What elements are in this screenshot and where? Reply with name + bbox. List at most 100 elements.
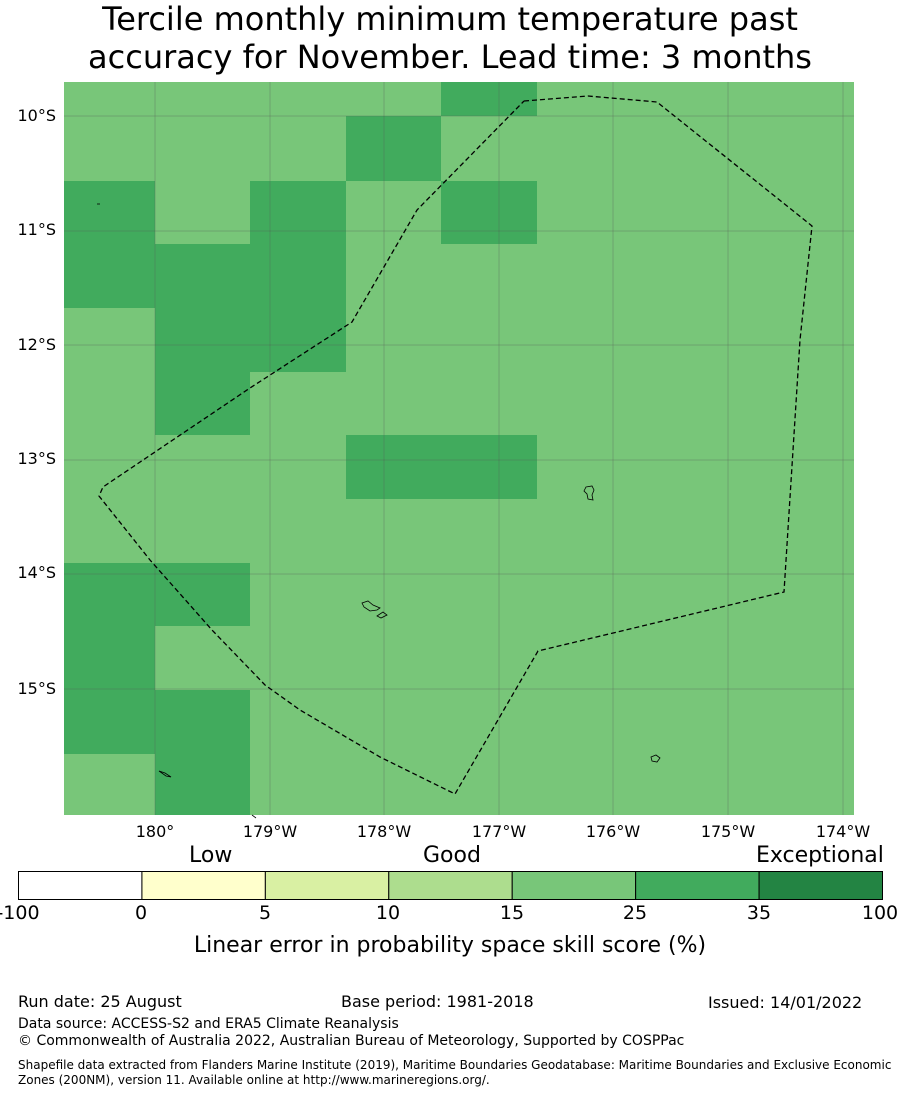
colorbar-segment [511, 871, 637, 900]
map-gridlines [64, 82, 854, 815]
score-cell [346, 181, 441, 244]
score-cell [537, 690, 632, 754]
score-cell [823, 308, 854, 372]
score-cell [346, 308, 441, 372]
score-cell [537, 308, 632, 372]
map-title-line2: accuracy for November. Lead time: 3 mont… [88, 38, 812, 76]
score-cell [155, 244, 250, 308]
score-cell [346, 244, 441, 308]
eez-boundary [98, 95, 813, 795]
score-cell [632, 181, 728, 244]
colorbar-tick-label: 100 [861, 902, 899, 924]
score-cell [250, 181, 346, 244]
score-cell [155, 82, 250, 116]
score-cell [632, 754, 728, 815]
score-cell [155, 499, 250, 563]
score-cell [441, 626, 537, 690]
lat-tick-label: 15°S [17, 679, 56, 698]
score-cell [155, 181, 250, 244]
score-cell [250, 244, 346, 308]
score-cell [632, 308, 728, 372]
colorbar-tick-label: -100 [0, 902, 40, 924]
score-cell [346, 690, 441, 754]
score-cell [632, 499, 728, 563]
score-cell [155, 435, 250, 499]
score-cell [537, 499, 632, 563]
skill-score-map [64, 82, 854, 819]
lat-tick-label: 10°S [17, 106, 56, 125]
lat-tick-label: 11°S [17, 220, 56, 239]
score-cell [250, 499, 346, 563]
score-cell [346, 435, 441, 499]
score-cell [632, 116, 728, 181]
island-coastline [158, 770, 172, 778]
colorbar-segment [758, 871, 883, 900]
score-cell [250, 563, 346, 626]
score-cell [728, 499, 823, 563]
colorbar-tick-label: 25 [622, 902, 648, 924]
score-cell [155, 690, 250, 754]
score-cell [155, 116, 250, 181]
score-cell [250, 626, 346, 690]
issued-date: Issued: 14/01/2022 [708, 993, 863, 1012]
colorbar-tick-label: 10 [375, 902, 401, 924]
colorbar-category-low: Low [189, 843, 233, 868]
shapefile-credit-line1: Shapefile data extracted from Flanders M… [18, 1058, 892, 1072]
coastlines [97, 203, 661, 819]
copyright-notice: © Commonwealth of Australia 2022, Austra… [18, 1033, 685, 1049]
score-cell [64, 308, 155, 372]
lat-tick-label: 13°S [17, 449, 56, 468]
score-cell [537, 116, 632, 181]
lon-tick-label: 177°W [471, 822, 527, 841]
score-cell [64, 563, 155, 626]
lat-tick-label: 14°S [17, 563, 56, 582]
score-cell [823, 754, 854, 815]
score-cell [441, 308, 537, 372]
colorbar [18, 871, 883, 900]
score-cell [537, 244, 632, 308]
score-cell [64, 626, 155, 690]
score-cell [346, 563, 441, 626]
island-coastline [650, 754, 661, 763]
score-cell [441, 499, 537, 563]
score-cell [441, 82, 537, 116]
score-cell [823, 244, 854, 308]
score-cell [64, 372, 155, 435]
score-cell [537, 563, 632, 626]
score-cell [250, 435, 346, 499]
colorbar-category-exceptional: Exceptional [756, 843, 884, 868]
island-coastline [376, 611, 388, 619]
colorbar-segment [18, 871, 143, 900]
score-cell [537, 626, 632, 690]
colorbar-label: Linear error in probability space skill … [193, 933, 707, 958]
score-cell [155, 754, 250, 815]
colorbar-tick-label: 15 [499, 902, 525, 924]
score-grid [64, 82, 854, 815]
score-cell [64, 82, 155, 116]
colorbar-tick-label: 5 [258, 902, 272, 924]
colorbar-segment [264, 871, 390, 900]
score-cell [728, 372, 823, 435]
colorbar-segment [635, 871, 760, 900]
score-cell [728, 690, 823, 754]
score-cell [441, 372, 537, 435]
island-coastline [251, 814, 257, 819]
island-coastline [361, 600, 381, 612]
score-cell [441, 690, 537, 754]
score-cell [155, 626, 250, 690]
score-cell [632, 82, 728, 116]
colorbar-segment [141, 871, 266, 900]
score-cell [441, 244, 537, 308]
score-cell [250, 308, 346, 372]
score-cell [537, 181, 632, 244]
score-cell [728, 116, 823, 181]
score-cell [728, 626, 823, 690]
colorbar-tick-label: 35 [746, 902, 772, 924]
lat-tick-label: 12°S [17, 335, 56, 354]
run-date: Run date: 25 August [18, 992, 182, 1011]
score-cell [537, 372, 632, 435]
lon-tick-label: 175°W [700, 822, 756, 841]
score-cell [441, 435, 537, 499]
shapefile-credit-line2: Zones (200NM), version 11. Available onl… [18, 1073, 490, 1087]
score-cell [250, 116, 346, 181]
